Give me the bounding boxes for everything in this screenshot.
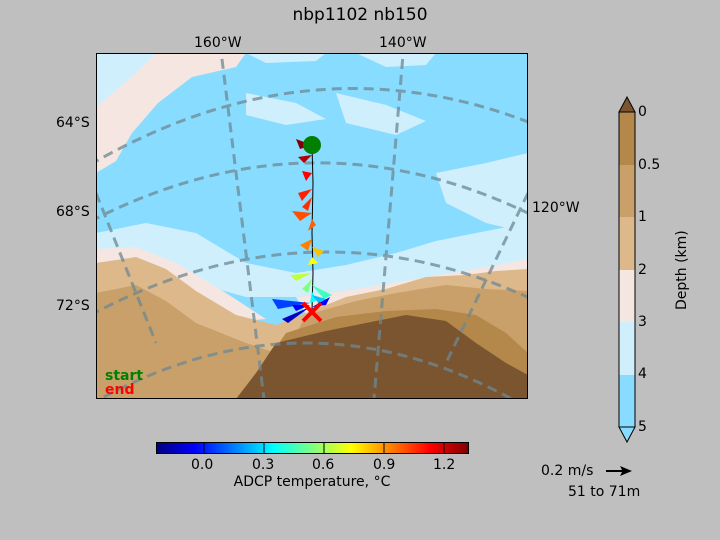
depth-tick: 0.5 — [638, 157, 661, 173]
scale-arrow — [606, 466, 632, 476]
depth-band-2-3 — [619, 270, 635, 322]
temperature-colorbar-label: ADCP temperature, °C — [233, 474, 391, 490]
velocity-arrow — [302, 197, 312, 211]
depth-tick: 2 — [638, 262, 647, 278]
depth-tick: 1 — [638, 209, 647, 225]
temperature-colorbar-fill — [156, 442, 469, 454]
start-marker — [303, 136, 321, 154]
velocity-arrow — [302, 279, 312, 293]
velocity-arrow — [302, 171, 312, 181]
velocity-arrow — [298, 155, 312, 163]
lon-label-160w: 160°W — [194, 35, 242, 51]
depth-colorbar — [618, 96, 636, 444]
velocity-arrow — [308, 219, 316, 231]
lat-line-76s — [97, 341, 515, 399]
depth-band-0.5-1 — [619, 165, 635, 217]
depth-tick: 3 — [638, 314, 647, 330]
map-frame — [96, 53, 528, 399]
temperature-tick: 0.9 — [373, 457, 396, 473]
temperature-tick: 0.3 — [252, 457, 275, 473]
lat-line-64s — [96, 87, 528, 164]
temperature-tick: 1.2 — [433, 457, 456, 473]
lat-line-68s — [96, 161, 528, 221]
lon-label-140w: 140°W — [379, 35, 427, 51]
temperature-colorbar — [156, 442, 469, 454]
depth-band-3-4 — [619, 322, 635, 375]
temperature-tick: 0.6 — [312, 457, 335, 473]
meridian-140w — [372, 53, 405, 399]
scale-arrow-label: 0.2 m/s — [541, 463, 594, 479]
depth-extend-bottom — [618, 426, 636, 444]
scale-arrow-icon — [606, 466, 632, 476]
lat-line-72s — [96, 250, 528, 314]
figure-title: nbp1102 nb150 — [292, 5, 428, 25]
velocity-arrow — [292, 211, 312, 221]
meridian-160w — [219, 53, 266, 399]
shelf-west-mid — [96, 285, 276, 399]
bathymetry-map — [96, 53, 528, 399]
end-marker — [301, 301, 323, 323]
lat-label-72s: 72°S — [56, 298, 90, 314]
velocity-arrow — [312, 285, 332, 299]
velocity-arrow — [290, 273, 312, 281]
mid-depth-north — [246, 53, 326, 63]
depth-colorbar-frame — [618, 111, 636, 428]
seamounts-a — [246, 93, 326, 125]
velocity-arrow — [298, 189, 312, 201]
lat-label-68s: 68°S — [56, 204, 90, 220]
velocity-arrows — [272, 139, 332, 323]
velocity-arrow — [300, 239, 312, 251]
velocity-arrow — [312, 297, 330, 307]
legend-end: end — [105, 382, 135, 398]
velocity-arrow — [308, 257, 318, 265]
depth-range-label: 51 to 71m — [568, 484, 641, 500]
velocity-arrow — [310, 291, 316, 303]
mid-depth-northeast — [356, 53, 436, 67]
velocity-arrow — [282, 307, 310, 323]
depth-band-1-2 — [619, 217, 635, 270]
velocity-arrow — [312, 247, 324, 257]
velocity-arrow — [272, 299, 310, 309]
lat-label-64s: 64°S — [56, 115, 90, 131]
seamounts-b — [336, 93, 426, 135]
depth-tick: 5 — [638, 419, 647, 435]
temperature-colorbar-ticks — [203, 442, 445, 454]
depth-band-0-0.5 — [619, 112, 635, 165]
temperature-tick: 0.0 — [191, 457, 214, 473]
legend-start: start — [105, 368, 144, 384]
ridge-northwest — [96, 53, 246, 173]
depth-colorbar-label: Depth (km) — [674, 230, 690, 310]
land-interior — [236, 315, 528, 399]
depth-tick: 4 — [638, 366, 647, 382]
depth-tick: 0 — [638, 104, 647, 120]
mid-depth-northwest — [96, 53, 156, 108]
depth-extend-top — [618, 96, 636, 113]
graticule — [96, 53, 528, 399]
lon-label-120w: 120°W — [532, 200, 580, 216]
depth-band-4-5 — [619, 375, 635, 427]
meridian-180 — [96, 192, 158, 344]
